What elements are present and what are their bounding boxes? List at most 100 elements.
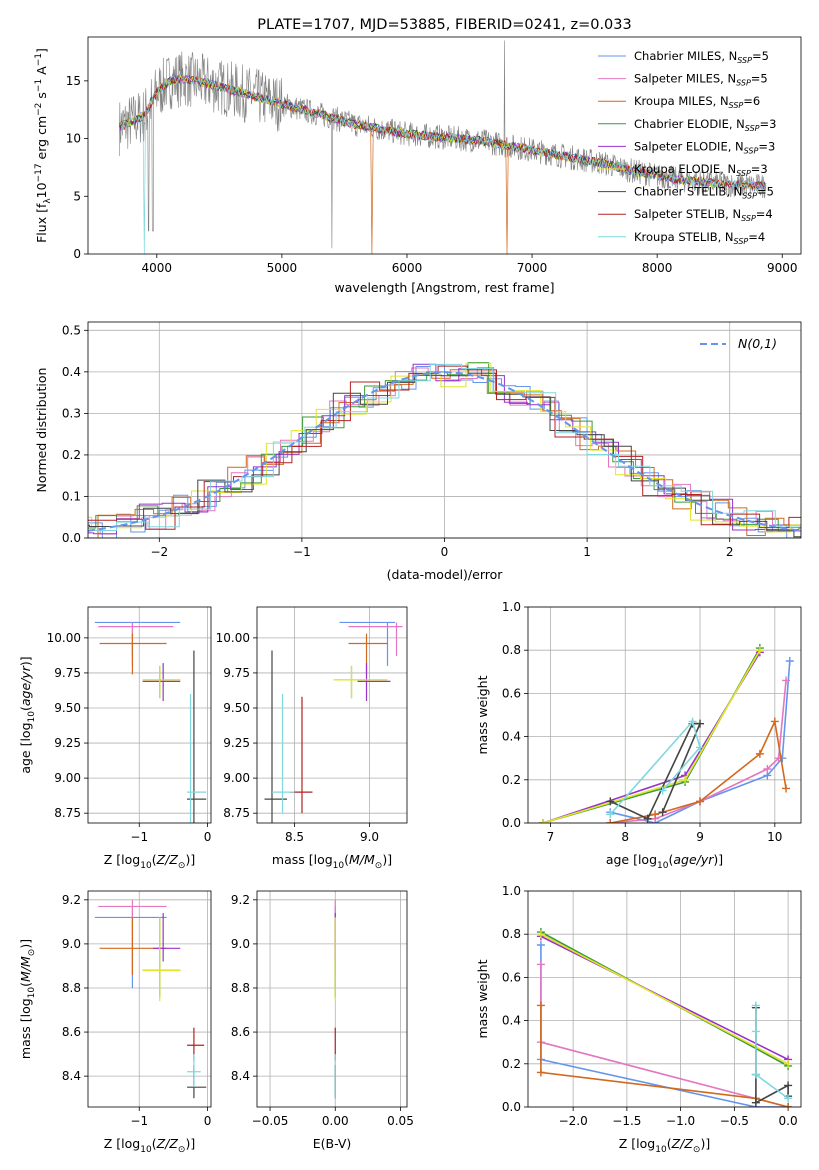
legend-subscript: SSP: [736, 79, 751, 88]
label-part: (: [667, 1136, 672, 1151]
x-tick-label: 0.0: [779, 1114, 798, 1128]
y-tick-label: 9.2: [231, 893, 250, 907]
panel-age_vs_mass: 8.5 9.0 8.75 9.00 9.25 9.50 9.75 10.00 mass [log…: [216, 606, 408, 871]
residual-histogram: [88, 363, 801, 531]
x-tick-label: −1.5: [612, 1114, 641, 1128]
y-tick-label: 8.4: [62, 1069, 81, 1083]
y-tick-label: 10.00: [47, 631, 81, 645]
weight-series-line: [540, 964, 789, 1107]
weight-point-marker: [651, 810, 660, 819]
y-axis-label: age [log10(age/yr)]: [18, 656, 37, 773]
x-tick-label: −1.0: [666, 1114, 695, 1128]
x-tick-label: 8.5: [285, 830, 304, 844]
weight-point-marker: [536, 1001, 545, 1010]
weight-series-line: [540, 1005, 789, 1107]
legend-entry: Salpeter STELIB, NSSP=4: [634, 207, 773, 223]
legend-entry: Chabrier ELODIE, NSSP=3: [634, 117, 776, 133]
legend-entry: Kroupa STELIB, NSSP=4: [634, 230, 765, 246]
residual-histogram: [88, 363, 801, 538]
weight-point-marker: [696, 743, 705, 752]
label-part: M/M: [349, 852, 375, 867]
legend-count: =5: [751, 72, 768, 86]
x-tick-label: 8: [621, 830, 629, 844]
x-axis-label: E(B-V): [313, 1136, 352, 1151]
weight-point-marker: [784, 1094, 793, 1103]
label-part: mass [: [272, 852, 314, 867]
weight-point-marker: [536, 960, 545, 969]
data-point: [142, 665, 181, 699]
y-tick-label: 0.0: [62, 531, 81, 545]
model-spectrum-line: [119, 73, 767, 254]
data-point: [142, 917, 181, 1002]
y-tick-label: 9.75: [54, 666, 81, 680]
x-tick-label: 9.0: [360, 830, 379, 844]
label-part: (: [152, 1136, 157, 1151]
label-part: ⊙: [27, 949, 37, 957]
label-part: A: [34, 66, 49, 79]
y-tick-label: 9.0: [231, 937, 250, 951]
y-tick-label: 9.0: [62, 937, 81, 951]
y-tick-label: 8.8: [231, 981, 250, 995]
label-part: (: [344, 852, 349, 867]
label-part: (: [668, 852, 673, 867]
weight-point-marker: [751, 1027, 760, 1036]
weight-point-marker: [681, 775, 690, 784]
data-point: [348, 622, 403, 657]
label-part: age [: [18, 742, 33, 774]
x-tick-label: 10: [767, 830, 782, 844]
weight-series-line: [609, 719, 701, 815]
label-part: ⊙: [178, 861, 186, 871]
label-part: Z [: [104, 852, 121, 867]
weight-series-line: [540, 933, 789, 1065]
legend-count: =3: [751, 162, 768, 176]
legend-count: =5: [752, 49, 769, 63]
y-tick-label: 0.6: [502, 686, 521, 700]
data-point: [290, 696, 313, 814]
y-tick-label: 9.00: [54, 771, 81, 785]
label-part: Normed distribution: [34, 368, 49, 493]
x-tick-label: −1: [130, 1114, 148, 1128]
legend-name: Salpeter STELIB, N: [634, 207, 741, 221]
weight-point-marker: [784, 1059, 793, 1068]
weight-point-marker: [755, 749, 764, 758]
legend-name: Salpeter ELODIE, N: [634, 139, 744, 153]
legend-subscript: SSP: [734, 237, 749, 246]
y-tick-label: 0.4: [502, 1014, 521, 1028]
data-point: [187, 1065, 207, 1099]
y-tick-label: 0.0: [502, 1100, 521, 1114]
x-tick-label: 0.00: [322, 1114, 349, 1128]
label-part: )]: [185, 1136, 195, 1151]
legend-count: =5: [757, 185, 774, 199]
y-tick-label: 10.00: [216, 631, 250, 645]
label-part: −1: [34, 79, 44, 92]
axes-frame: [527, 606, 802, 824]
weight-point-marker: [536, 930, 545, 939]
data-point: [264, 650, 287, 823]
data-point: [187, 693, 207, 823]
label-part: Z [: [104, 1136, 121, 1151]
label-part: (: [18, 982, 33, 987]
label-part: (data-model)/error: [387, 567, 504, 582]
x-tick-label: −2.0: [559, 1114, 588, 1128]
legend-name: Salpeter MILES, N: [634, 72, 736, 86]
label-part: wavelength [Angstrom, rest frame]: [334, 280, 554, 295]
legend-count: =3: [760, 117, 777, 131]
label-part: mass weight: [475, 959, 490, 1038]
label-part: age [: [606, 852, 638, 867]
panel-mass_vs_ebv: −0.05 0.00 0.05 8.4 8.6 8.8 9.0 9.2 E(B-V): [231, 890, 414, 1151]
x-axis-label: Z [log10(Z/Z⊙)]: [104, 852, 195, 871]
label-part: λ: [43, 198, 53, 204]
y-tick-label: 0.4: [502, 730, 521, 744]
weight-series-line: [542, 651, 761, 823]
y-axis-label: mass weight: [475, 675, 490, 754]
label-part: erg cm: [34, 116, 49, 164]
plot-area: [536, 928, 793, 1107]
legend-subscript: SSP: [729, 101, 744, 110]
legend-entry: N(0,1): [738, 336, 777, 351]
label-part: s: [34, 92, 49, 103]
weight-point-marker: [536, 941, 545, 949]
x-tick-label: 2: [726, 545, 734, 559]
axes-frame: [87, 606, 212, 824]
weight-point-marker: [536, 1068, 545, 1077]
label-part: Z [: [619, 1136, 636, 1151]
